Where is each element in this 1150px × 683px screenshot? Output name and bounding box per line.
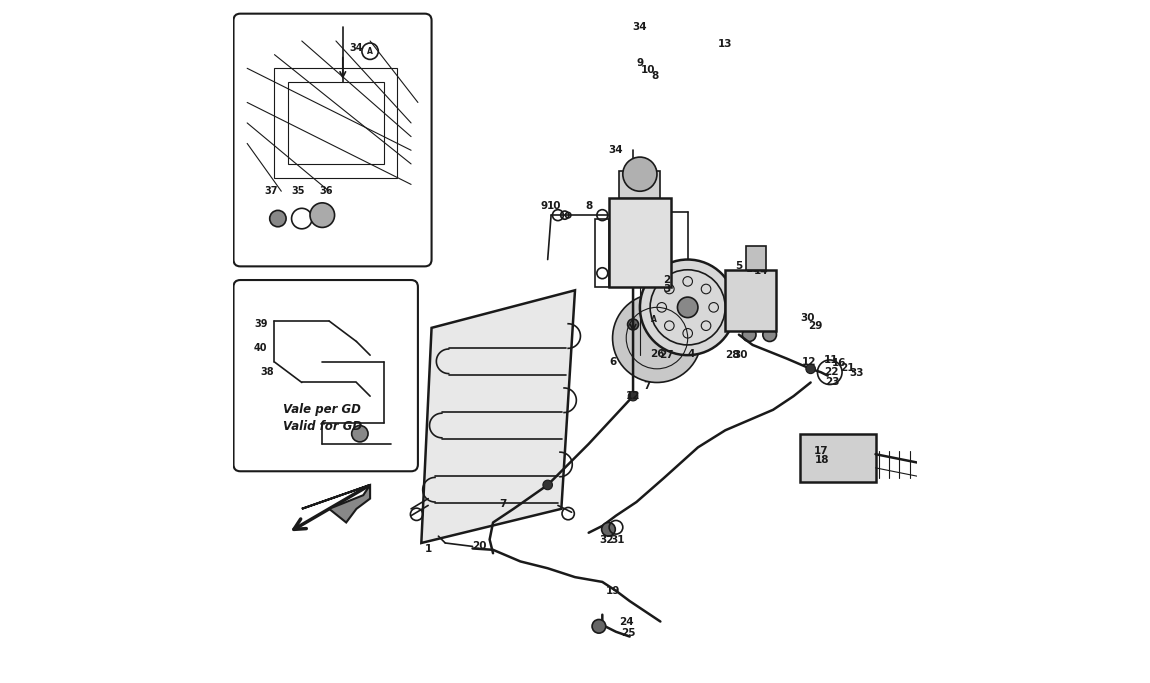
Text: 15: 15 [745,264,760,274]
Circle shape [743,328,756,342]
Circle shape [623,157,657,191]
Text: 13: 13 [718,40,733,49]
Circle shape [310,203,335,227]
Text: 39: 39 [254,320,268,329]
Circle shape [628,391,638,401]
Polygon shape [301,485,370,522]
Text: 6: 6 [610,357,616,367]
Text: 20: 20 [473,542,486,551]
Text: 22: 22 [823,367,838,377]
Text: 35: 35 [292,186,305,196]
Text: 40: 40 [254,344,268,353]
Text: 36: 36 [319,186,332,196]
Text: A: A [367,46,373,56]
Text: 3: 3 [664,284,670,294]
FancyBboxPatch shape [233,14,431,266]
Circle shape [762,328,776,342]
Circle shape [352,426,368,442]
Text: 17: 17 [813,446,828,456]
Text: 4: 4 [688,349,695,359]
Circle shape [639,260,736,355]
Bar [726,270,776,331]
Circle shape [613,294,702,382]
Text: 10: 10 [547,201,561,211]
Text: 38: 38 [261,367,275,377]
Circle shape [677,297,698,318]
Text: 2: 2 [664,275,670,285]
Text: 8: 8 [585,201,592,211]
Text: 11: 11 [823,355,838,365]
Text: 10: 10 [641,65,656,74]
Text: 7: 7 [499,499,507,509]
Text: 31: 31 [611,535,624,544]
Text: 37: 37 [264,186,278,196]
Text: 21: 21 [841,363,854,373]
Bar [289,82,384,164]
Bar [800,434,875,482]
Bar [620,171,660,198]
Text: 27: 27 [659,350,674,360]
Text: 23: 23 [826,378,840,387]
Circle shape [592,619,606,633]
Text: 14: 14 [754,266,768,276]
Text: 1: 1 [424,544,431,554]
Text: 8: 8 [651,72,659,81]
Circle shape [937,464,958,485]
Text: A: A [651,315,657,324]
Text: 28: 28 [724,350,739,360]
Text: 9: 9 [636,58,644,68]
Text: 9: 9 [540,201,547,211]
Text: 19: 19 [605,586,620,596]
Circle shape [806,364,815,374]
Text: 24: 24 [619,617,634,626]
Text: 26: 26 [651,349,665,359]
Text: 12: 12 [626,391,641,401]
Text: 12: 12 [802,357,816,367]
Bar [610,198,670,287]
Circle shape [543,480,552,490]
Text: Valid for GD: Valid for GD [283,420,362,434]
Text: 16: 16 [833,359,846,368]
Polygon shape [421,290,575,543]
Text: 18: 18 [815,455,829,464]
Text: 30: 30 [800,313,814,322]
Text: 33: 33 [849,368,864,378]
Text: 34: 34 [350,43,363,53]
Circle shape [270,210,286,227]
Text: 7: 7 [643,381,651,391]
Text: 34: 34 [632,23,647,32]
Text: 34: 34 [608,145,623,155]
Bar [745,246,766,270]
Text: 32: 32 [599,535,614,544]
Text: Vale per GD: Vale per GD [283,403,361,417]
Text: 29: 29 [808,322,822,331]
Bar [275,68,398,178]
Circle shape [628,319,638,330]
Text: 25: 25 [621,628,636,638]
Text: 30: 30 [734,350,749,360]
Text: 5: 5 [735,262,743,271]
Circle shape [601,522,615,536]
FancyBboxPatch shape [233,280,417,471]
Bar [596,219,610,287]
